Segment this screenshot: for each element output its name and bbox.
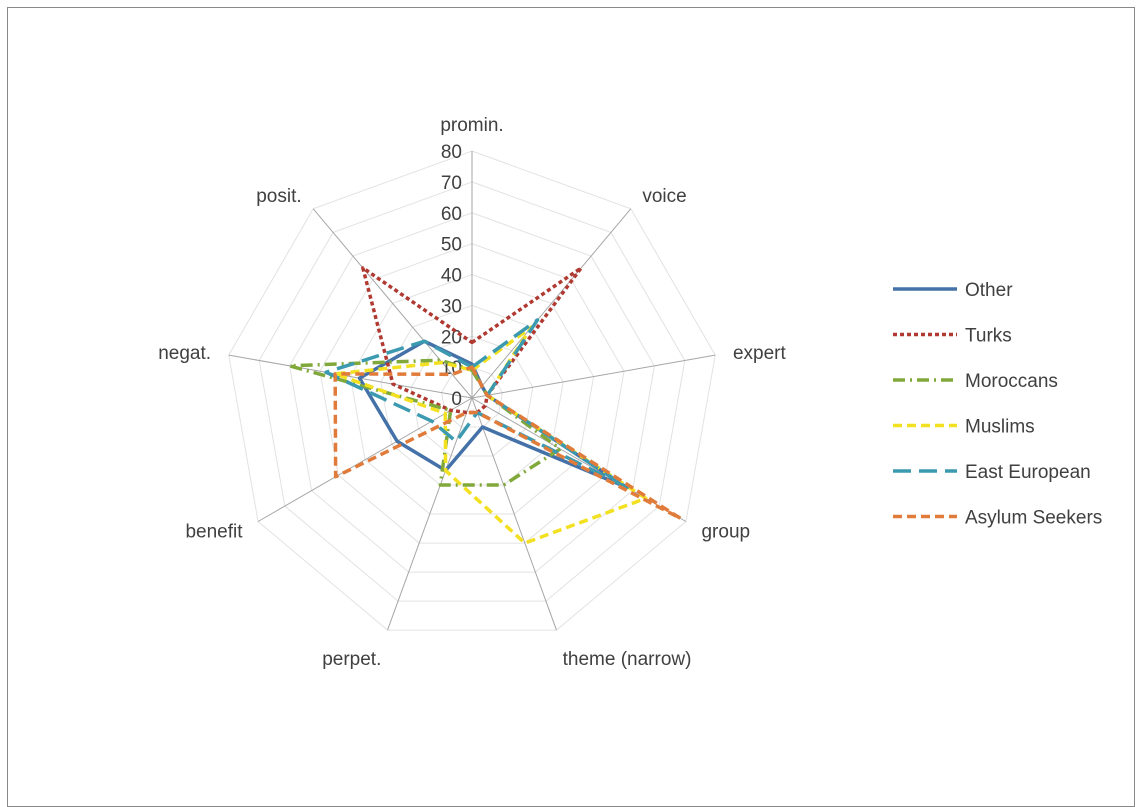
radial-tick-label: 80	[441, 142, 462, 163]
series-line-muslims	[333, 325, 648, 545]
legend-label: Muslims	[965, 417, 1035, 438]
axis-spoke	[312, 208, 473, 399]
grid-ring-2	[410, 335, 534, 457]
grid-ring-8	[228, 150, 716, 631]
radial-tick-label: 40	[441, 266, 462, 287]
axis-label: promin.	[440, 115, 503, 136]
axis-label: posit.	[256, 186, 301, 207]
legend-label: Asylum Seekers	[965, 508, 1102, 529]
legend-label: Other	[965, 280, 1013, 301]
grid-ring-5	[319, 243, 625, 544]
axis-label: negat.	[158, 343, 211, 364]
legend: Other Turks Moroccans Muslims East European A…	[893, 280, 1102, 529]
radial-tick-label: 30	[441, 296, 462, 317]
legend-label: Moroccans	[965, 371, 1058, 392]
axis-label: voice	[642, 186, 686, 207]
grid-layer	[228, 150, 716, 631]
axis-spoke	[471, 354, 716, 399]
radial-tick-label: 20	[441, 327, 462, 348]
axis-label: theme (narrow)	[563, 649, 692, 670]
legend-label: East European	[965, 462, 1091, 483]
axis-spoke	[228, 354, 473, 399]
radial-tick-label: 50	[441, 235, 462, 256]
radial-tick-label: 60	[441, 204, 462, 225]
series-line-asylum-seekers	[333, 365, 683, 521]
axis-label: perpet.	[322, 649, 381, 670]
legend-label: Turks	[965, 326, 1012, 347]
radial-tick-label: 70	[441, 173, 462, 194]
grid-ring-6	[289, 212, 655, 573]
series-line-east-european	[324, 318, 629, 490]
axis-label: group	[701, 522, 750, 543]
axis-spoke	[471, 397, 557, 631]
grid-ring-7	[258, 181, 686, 602]
series-layer	[287, 266, 683, 545]
axis-label: benefit	[185, 522, 243, 543]
axis-label: expert	[733, 343, 787, 364]
series-line-moroccans	[287, 358, 562, 487]
axis-labels: promin. voice expert group theme (narrow) per…	[158, 115, 786, 670]
axis-spoke	[471, 208, 632, 399]
axis-spoke	[257, 397, 473, 522]
radial-tick-label: 0	[451, 389, 462, 410]
grid-ring-4	[349, 273, 595, 515]
chart-frame	[7, 7, 1135, 807]
